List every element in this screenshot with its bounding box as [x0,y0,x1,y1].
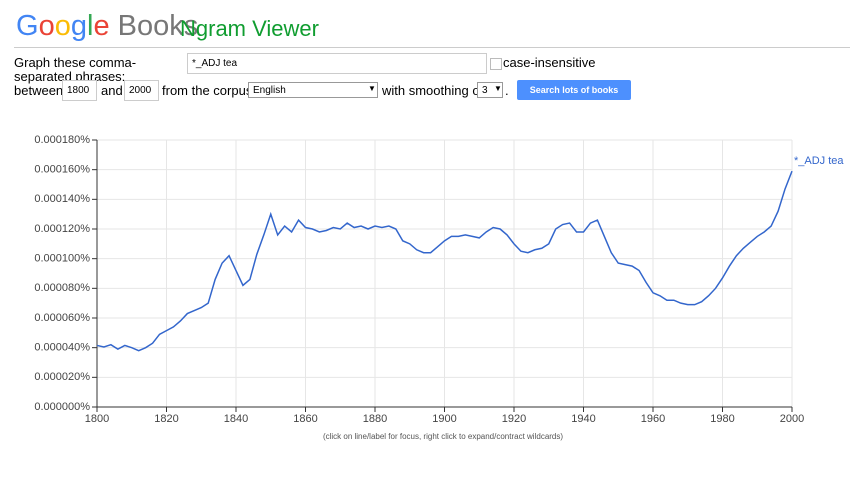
start-year-input[interactable]: 1800 [62,80,97,101]
y-tick-label: 0.000120% [34,223,90,235]
y-tick-label: 0.000160% [34,164,90,176]
smoothing-label: with smoothing of [382,83,484,98]
phrases-label: Graph these comma-separated phrases: [14,55,137,84]
corpus-label: from the corpus [162,83,253,98]
y-tick-label: 0.000020% [34,371,90,383]
y-tick-label: 0.000140% [34,193,90,205]
select-arrow: ▼ [368,84,376,93]
case-label: case-insensitive [503,55,596,70]
chart-note: (click on line/label for focus, right cl… [323,432,563,441]
y-tick-label: 0.000080% [34,282,90,294]
case-checkbox[interactable] [490,58,502,70]
separator [14,47,850,48]
books-logo: Books [117,10,199,42]
x-tick-label: 1840 [224,413,248,425]
x-tick-label: 1920 [502,413,526,425]
x-tick-label: 1880 [363,413,387,425]
smoothing-select[interactable]: 3 [477,82,503,98]
logo: Google Books [16,10,198,43]
x-tick-label: 1900 [432,413,456,425]
series-line [96,170,793,352]
query-input[interactable]: *_ADJ tea [187,53,487,74]
google-logo: Google [16,10,110,42]
between-label: between [14,83,64,98]
search-button[interactable]: Search lots of books [517,80,631,100]
y-tick-label: 0.000180% [34,134,90,146]
y-tick-label: 0.000100% [34,253,90,265]
x-tick-label: 2000 [780,413,804,425]
y-tick-label: 0.000000% [34,401,90,413]
x-tick-label: 1860 [293,413,317,425]
period: . [505,83,509,98]
series-label: *_ADJ tea [794,155,844,167]
end-year-input[interactable]: 2000 [124,80,159,101]
y-tick-label: 0.000040% [34,342,90,354]
y-tick-label: 0.000060% [34,312,90,324]
and-label: and [101,83,123,98]
x-tick-label: 1800 [85,413,109,425]
x-tick-label: 1940 [571,413,595,425]
x-tick-label: 1960 [641,413,665,425]
app-title: Ngram Viewer [180,16,319,41]
x-tick-label: 1820 [154,413,178,425]
corpus-select[interactable]: English [248,82,378,98]
select-arrow: ▼ [494,84,502,93]
x-tick-label: 1980 [710,413,734,425]
